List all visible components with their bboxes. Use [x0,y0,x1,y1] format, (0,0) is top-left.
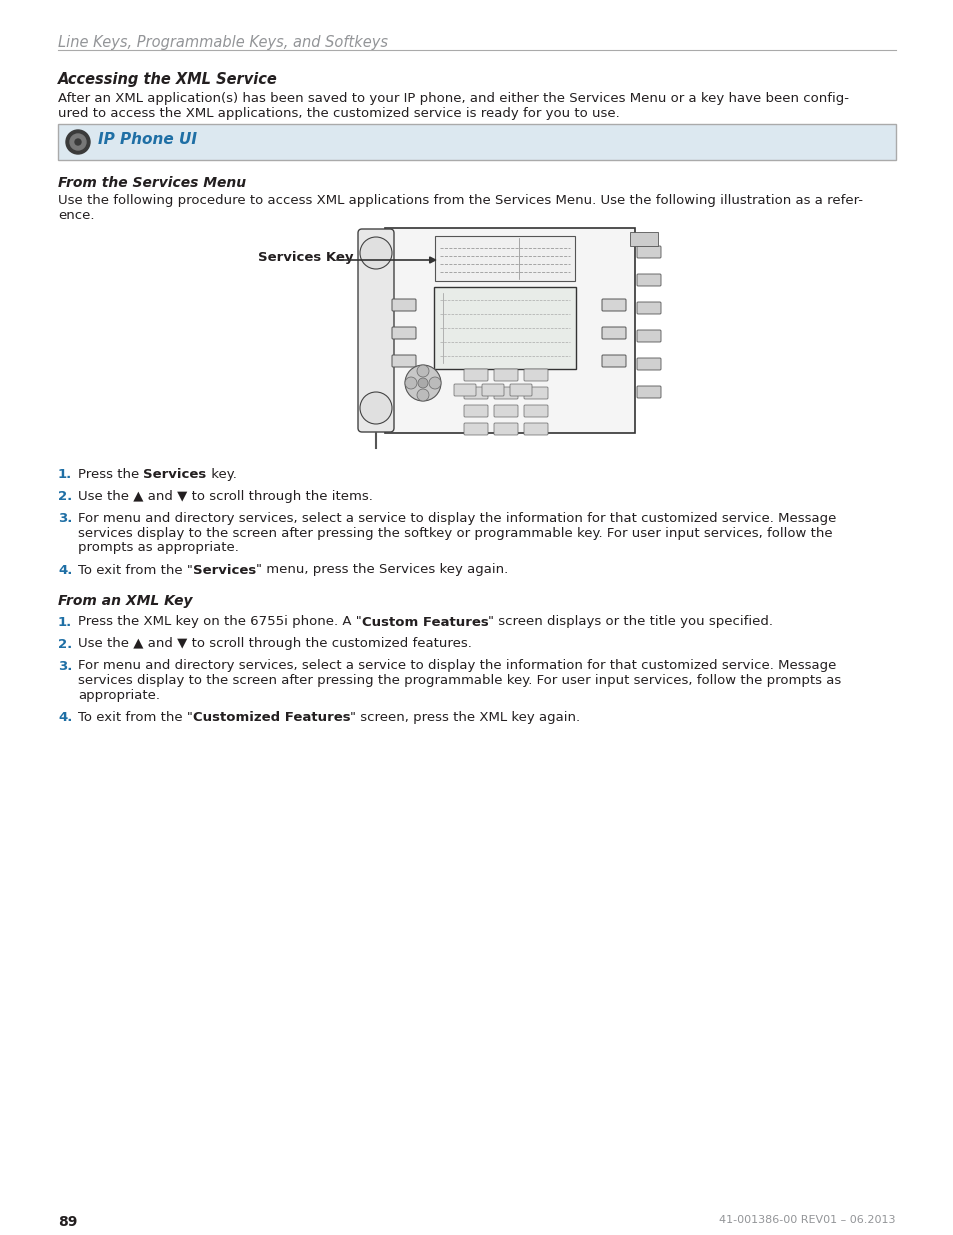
Text: After an XML application(s) has been saved to your IP phone, and either the Serv: After an XML application(s) has been sav… [58,91,848,105]
Text: Use the ▲ and ▼ to scroll through the items.: Use the ▲ and ▼ to scroll through the it… [78,490,373,503]
Text: Line Keys, Programmable Keys, and Softkeys: Line Keys, Programmable Keys, and Softke… [58,35,388,49]
Text: From an XML Key: From an XML Key [58,594,193,608]
Text: 2.: 2. [58,637,72,651]
Circle shape [416,389,429,401]
FancyBboxPatch shape [637,246,660,258]
Text: services display to the screen after pressing the programmable key. For user inp: services display to the screen after pre… [78,674,841,687]
FancyBboxPatch shape [494,405,517,417]
FancyBboxPatch shape [494,387,517,399]
FancyBboxPatch shape [601,354,625,367]
Text: 41-001386-00 REV01 – 06.2013: 41-001386-00 REV01 – 06.2013 [719,1215,895,1225]
Text: 3.: 3. [58,659,72,673]
FancyBboxPatch shape [629,232,658,246]
Text: " screen displays or the title you specified.: " screen displays or the title you speci… [488,615,773,629]
Circle shape [75,140,81,144]
FancyBboxPatch shape [454,384,476,396]
Text: For menu and directory services, select a service to display the information for: For menu and directory services, select … [78,659,836,673]
Circle shape [70,135,86,149]
FancyBboxPatch shape [523,387,547,399]
Text: appropriate.: appropriate. [78,688,160,701]
FancyBboxPatch shape [392,327,416,338]
FancyBboxPatch shape [463,405,488,417]
FancyBboxPatch shape [463,424,488,435]
FancyBboxPatch shape [463,387,488,399]
Text: 89: 89 [58,1215,77,1229]
FancyBboxPatch shape [435,236,575,282]
Text: IP Phone UI: IP Phone UI [98,132,196,147]
Text: Services: Services [143,468,207,480]
Circle shape [66,130,90,154]
Circle shape [405,377,416,389]
Text: 4.: 4. [58,563,72,577]
FancyBboxPatch shape [601,299,625,311]
FancyBboxPatch shape [481,384,503,396]
Text: ence.: ence. [58,209,94,222]
Text: key.: key. [207,468,236,480]
FancyBboxPatch shape [357,228,394,432]
Circle shape [416,366,429,377]
FancyBboxPatch shape [637,387,660,398]
Circle shape [417,378,428,388]
Text: Customized Features: Customized Features [193,711,350,724]
FancyBboxPatch shape [510,384,532,396]
Text: 1.: 1. [58,468,72,480]
Text: prompts as appropriate.: prompts as appropriate. [78,541,238,555]
Text: Press the: Press the [78,468,143,480]
Text: Services: Services [193,563,255,577]
FancyBboxPatch shape [523,424,547,435]
FancyBboxPatch shape [494,424,517,435]
Text: 3.: 3. [58,513,72,525]
FancyBboxPatch shape [601,327,625,338]
Text: 4.: 4. [58,711,72,724]
Text: Press the XML key on the 6755i phone. A ": Press the XML key on the 6755i phone. A … [78,615,361,629]
FancyBboxPatch shape [58,124,895,161]
Circle shape [359,391,392,424]
Text: services display to the screen after pressing the softkey or programmable key. F: services display to the screen after pre… [78,526,832,540]
Text: Accessing the XML Service: Accessing the XML Service [58,72,277,86]
Text: 1.: 1. [58,615,72,629]
Circle shape [359,237,392,269]
FancyBboxPatch shape [523,405,547,417]
FancyBboxPatch shape [494,369,517,382]
FancyBboxPatch shape [434,287,576,369]
Text: Custom Features: Custom Features [361,615,488,629]
Text: " screen, press the XML key again.: " screen, press the XML key again. [350,711,580,724]
Text: ured to access the XML applications, the customized service is ready for you to : ured to access the XML applications, the… [58,107,619,120]
Text: For menu and directory services, select a service to display the information for: For menu and directory services, select … [78,513,836,525]
Text: To exit from the ": To exit from the " [78,711,193,724]
FancyBboxPatch shape [392,354,416,367]
Text: Services Key: Services Key [257,252,354,264]
Text: 2.: 2. [58,490,72,503]
FancyBboxPatch shape [392,299,416,311]
Text: From the Services Menu: From the Services Menu [58,177,246,190]
FancyBboxPatch shape [463,369,488,382]
FancyBboxPatch shape [637,330,660,342]
FancyBboxPatch shape [637,303,660,314]
FancyBboxPatch shape [385,228,635,433]
FancyBboxPatch shape [637,358,660,370]
Text: To exit from the ": To exit from the " [78,563,193,577]
FancyBboxPatch shape [637,274,660,287]
Text: Use the ▲ and ▼ to scroll through the customized features.: Use the ▲ and ▼ to scroll through the cu… [78,637,472,651]
Text: Use the following procedure to access XML applications from the Services Menu. U: Use the following procedure to access XM… [58,194,862,207]
Circle shape [429,377,440,389]
Text: " menu, press the Services key again.: " menu, press the Services key again. [255,563,508,577]
Circle shape [405,366,440,401]
FancyBboxPatch shape [523,369,547,382]
